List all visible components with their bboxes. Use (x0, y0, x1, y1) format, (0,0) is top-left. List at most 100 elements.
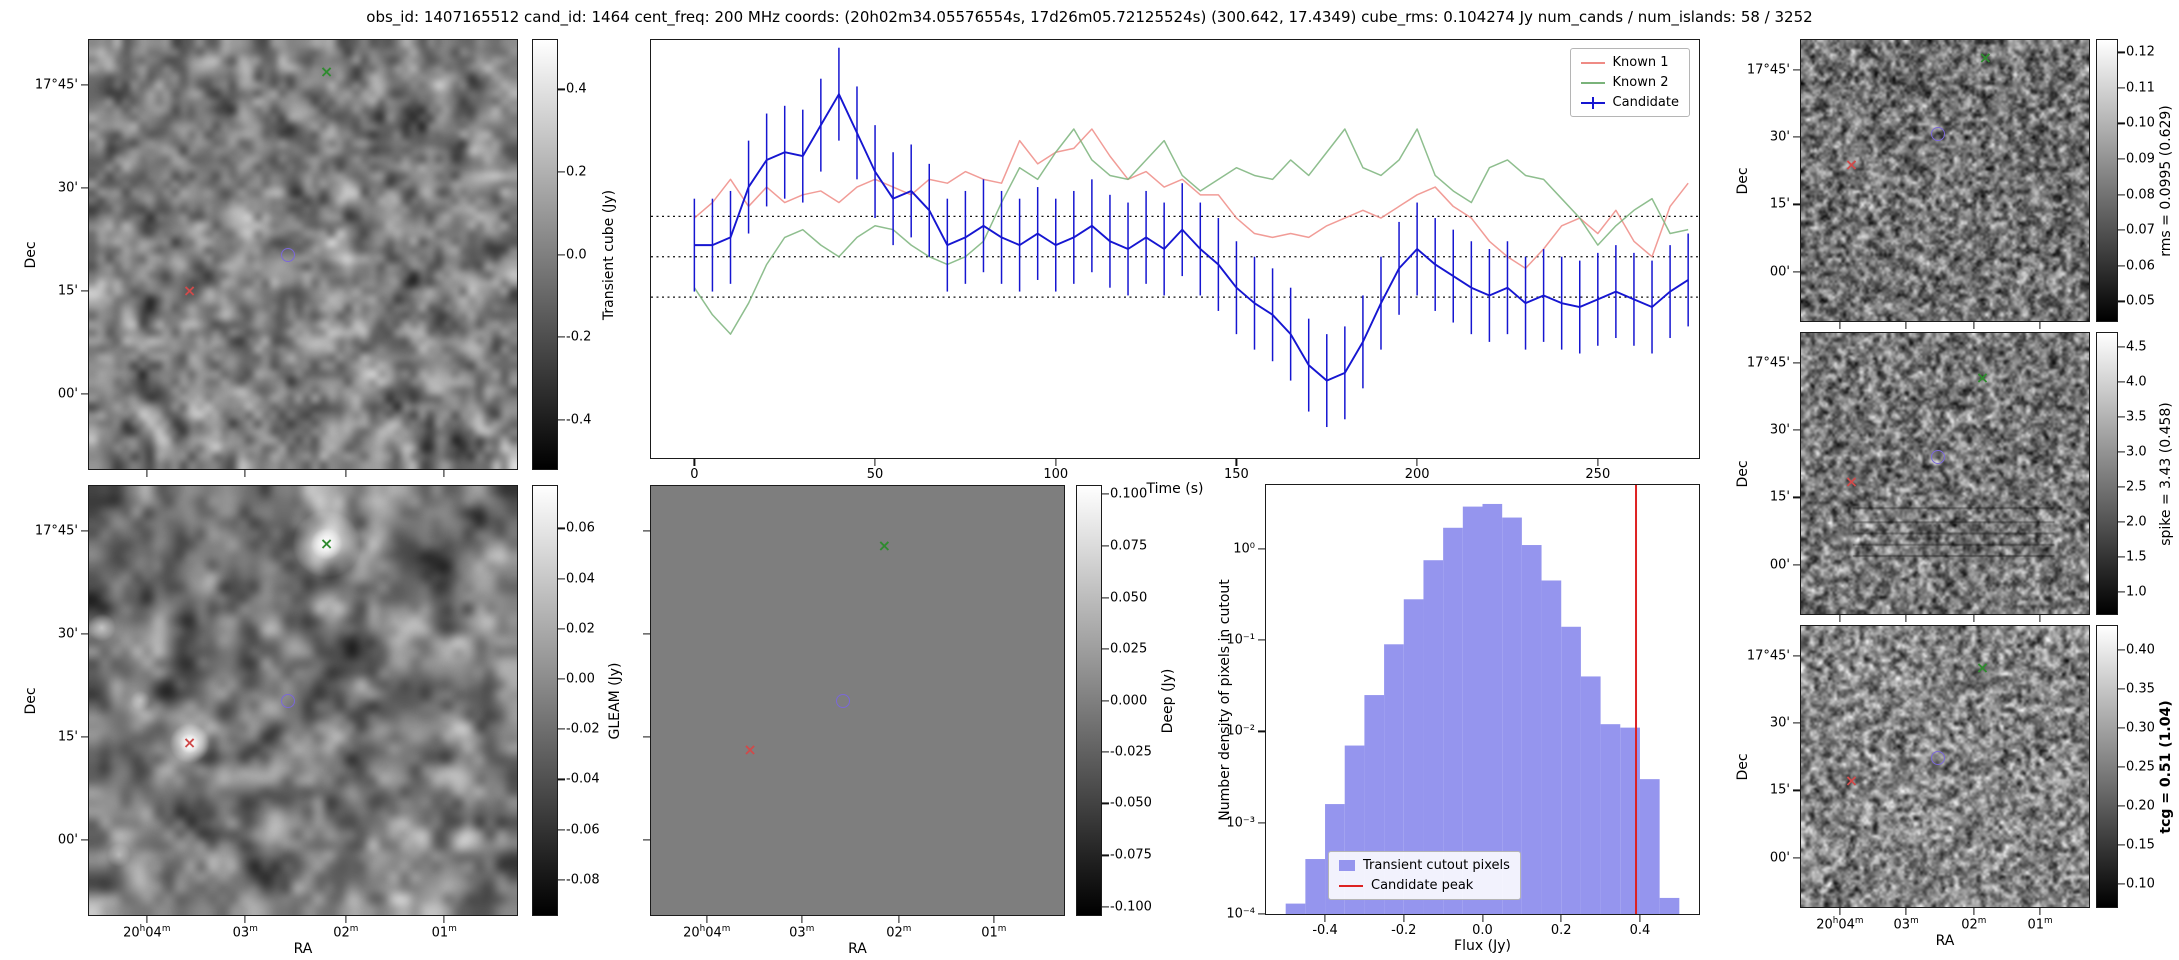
ra-tick-label: 03m (1893, 916, 1919, 933)
colorbar-tick (2118, 229, 2125, 231)
known2-source-x-icon: × (1975, 658, 1990, 678)
ra-tick (2039, 908, 2041, 915)
colorbar-tick-label: -0.025 (1110, 744, 1152, 760)
dec-tick (1793, 429, 1800, 431)
dec-tick-label: 17°45' (34, 523, 78, 539)
density-tick-label: 10⁰ (1233, 541, 1255, 557)
deep-colorbar-label: Deep (Jy) (1160, 668, 1176, 733)
colorbar-tick-label: 0.000 (1110, 693, 1148, 708)
ra-tick (1973, 908, 1975, 915)
density-tick-label: 10⁻¹ (1226, 632, 1255, 648)
dec-tick (81, 839, 88, 841)
known1-source-x-icon: × (182, 733, 197, 753)
transient-cube-cutout-panel: × × 17°45' 30' 15' 00' Dec (23, 39, 518, 477)
colorbar-tick (1102, 648, 1109, 650)
time-tick (874, 459, 876, 466)
colorbar-tick-label: 0.00 (566, 671, 595, 687)
colorbar-tick-label: 1.5 (2126, 549, 2147, 565)
colorbar-tick-label: 2.0 (2126, 514, 2147, 530)
colorbar-tick (2118, 416, 2125, 418)
gleam-colorbar: 0.06 0.04 0.02 0.00 -0.02 -0.04 -0.06 -0.08 (532, 485, 600, 916)
dec-tick-label: 00' (57, 832, 78, 848)
dec-tick-label: 30' (1769, 715, 1790, 731)
colorbar-tick-label: -0.04 (566, 771, 600, 787)
line-swatch-icon (1339, 884, 1363, 887)
flux-tick (1481, 915, 1484, 922)
density-tick-label: 10⁻⁴ (1226, 906, 1255, 922)
colorbar-tick (2118, 194, 2125, 196)
density-tick (1258, 730, 1265, 732)
colorbar-tick (2118, 158, 2125, 160)
legend-label: Candidate (1612, 95, 1679, 110)
flux-tick-label: 0.2 (1550, 923, 1572, 938)
colorbar-tick (2118, 727, 2125, 729)
colorbar-tick (558, 628, 565, 630)
colorbar-tick (2118, 51, 2125, 53)
colorbar-tick-label: 0.40 (2126, 642, 2155, 658)
colorbar-tick (2118, 805, 2125, 807)
colorbar-tick-label: 0.04 (566, 571, 595, 587)
gleam-cutout-panel: × × 17°45' 30' 15' 00' 20h04m 03m 02m 01m Dec RA (23, 485, 518, 957)
legend-label: Candidate peak (1371, 878, 1474, 893)
colorbar-tick (2118, 265, 2125, 267)
flux-tick-label: 0.0 (1472, 923, 1493, 938)
candidate-circle-icon (836, 693, 851, 708)
known2-source-x-icon: × (1975, 367, 1990, 387)
time-tick (1597, 459, 1599, 466)
dec-tick (1793, 136, 1800, 138)
figure-title: obs_id: 1407165512 cand_id: 1464 cent_fr… (366, 8, 1813, 26)
dec-tick-label: 17°45' (34, 77, 78, 93)
legend-label: Known 2 (1612, 75, 1669, 90)
colorbar-tick (558, 171, 565, 173)
histogram-patch-icon (1339, 860, 1355, 871)
colorbar-tick (2118, 521, 2125, 523)
colorbar-tick-label: 0.06 (2126, 258, 2155, 274)
ra-tick-label: 02m (886, 924, 912, 941)
colorbar-tick (2118, 844, 2125, 846)
colorbar-tick-label: 0.30 (2126, 720, 2155, 736)
colorbar-tick (558, 336, 565, 338)
colorbar-tick-label: 0.35 (2126, 681, 2155, 697)
colorbar-tick-label: -0.075 (1110, 847, 1152, 863)
colorbar-tick (2118, 486, 2125, 488)
dec-tick (643, 736, 650, 738)
tcg-map-panel: × × 17°45' 30' 15' 00' 20h04m 03m 02m 01m Dec RA (1735, 625, 2090, 949)
dec-tick (1793, 857, 1800, 859)
ra-tick (2039, 322, 2041, 329)
dec-tick-label: 30' (57, 626, 78, 642)
ra-tick-label: 20h04m (1816, 916, 1864, 933)
errorbar-swatch-icon (1580, 96, 1605, 109)
tcg-colorbar: 0.40 0.35 0.30 0.25 0.20 0.15 0.10 (2096, 625, 2155, 908)
colorbar-tick (558, 419, 565, 421)
dec-tick (643, 839, 650, 841)
rms-colorbar: 0.12 0.11 0.10 0.09 0.08 0.07 0.06 0.05 (2096, 39, 2155, 322)
time-tick-label: 50 (866, 467, 884, 482)
ra-tick (1839, 322, 1841, 329)
colorbar-tick-label: 0.10 (2126, 115, 2155, 131)
colorbar-tick-label: -0.06 (566, 822, 600, 838)
colorbar-tick-label: 0.02 (566, 621, 595, 637)
colorbar-tick-label: 0.11 (2126, 80, 2155, 96)
density-tick-label: 10⁻³ (1226, 815, 1255, 831)
colorbar-tick (2118, 451, 2125, 453)
known1-source-x-icon: × (1844, 471, 1859, 491)
colorbar-tick-label: 0.100 (1110, 486, 1148, 502)
deep-noise-image (651, 486, 1064, 915)
legend-entry-candidate-peak: Candidate peak (1339, 878, 1510, 893)
time-tick-label: 200 (1404, 467, 1430, 482)
dec-tick-label: 17°45' (1746, 62, 1790, 77)
colorbar-tick-label: 1.0 (2126, 584, 2147, 600)
histogram-legend: Transient cutout pixels Candidate peak (1328, 851, 1521, 900)
colorbar-tick-label: 4.5 (2126, 339, 2147, 355)
transient-noise-image (89, 40, 517, 469)
dec-axis-label: Dec (23, 686, 39, 715)
known1-source-x-icon: × (743, 739, 757, 759)
colorbar-tick (1102, 751, 1109, 753)
transient-colorbar-label: Transient cube (Jy) (601, 189, 617, 320)
ra-tick (993, 916, 995, 923)
transient-cube-colorbar: 0.4 0.2 0.0 -0.2 -0.4 (532, 39, 591, 470)
dec-tick (1793, 203, 1800, 205)
rms-map-panel: × × 17°45' 30' 15' 00' Dec (1735, 39, 2090, 329)
dec-tick (1793, 722, 1800, 724)
colorbar-tick (2118, 300, 2125, 302)
